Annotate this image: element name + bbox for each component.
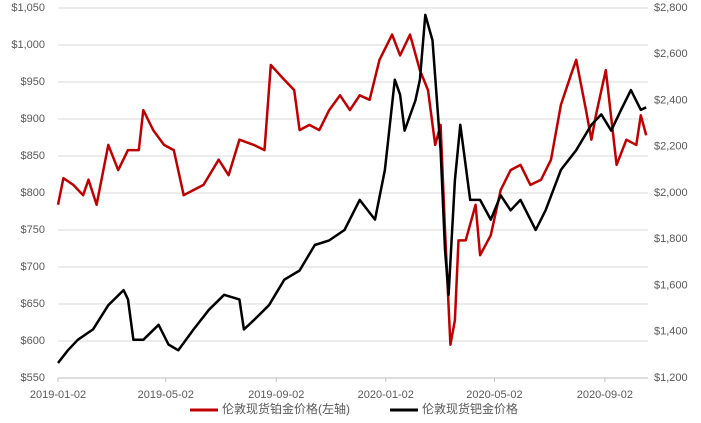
y2-tick-label: $1,400: [654, 326, 688, 338]
x-tick-label: 2019-01-02: [30, 389, 86, 401]
legend-label: 伦敦现货钯金价格: [422, 401, 518, 416]
x-tick-label: 2019-09-02: [248, 389, 304, 401]
y2-tick-label: $1,800: [654, 233, 688, 245]
y2-tick-label: $2,400: [654, 94, 688, 106]
y-tick-label: $700: [21, 261, 45, 273]
y2-tick-label: $1,200: [654, 372, 688, 384]
y-tick-label: $650: [21, 298, 45, 310]
legend-label: 伦敦现货铂金价格(左轴): [222, 401, 350, 416]
y-tick-label: $550: [21, 372, 45, 384]
x-tick-label: 2020-05-02: [466, 389, 522, 401]
y2-tick-label: $2,200: [654, 141, 688, 153]
line-series: [56, 33, 648, 346]
y2-tick-label: $2,600: [654, 48, 688, 60]
y-tick-label: $900: [21, 113, 45, 125]
y-tick-label: $600: [21, 335, 45, 347]
x-tick-label: 2019-05-02: [138, 389, 194, 401]
x-tick-label: 2020-01-02: [358, 389, 414, 401]
y2-tick-label: $2,800: [654, 2, 688, 14]
line-series: [57, 13, 647, 364]
y-tick-label: $1,000: [11, 39, 45, 51]
y-tick-label: $750: [21, 224, 45, 236]
y-tick-label: $800: [21, 187, 45, 199]
y2-tick-label: $1,600: [654, 279, 688, 291]
y-tick-label: $1,050: [11, 2, 45, 14]
y-tick-label: $950: [21, 76, 45, 88]
y-tick-label: $850: [21, 150, 45, 162]
y2-tick-label: $2,000: [654, 187, 688, 199]
x-tick-label: 2020-09-02: [577, 389, 633, 401]
